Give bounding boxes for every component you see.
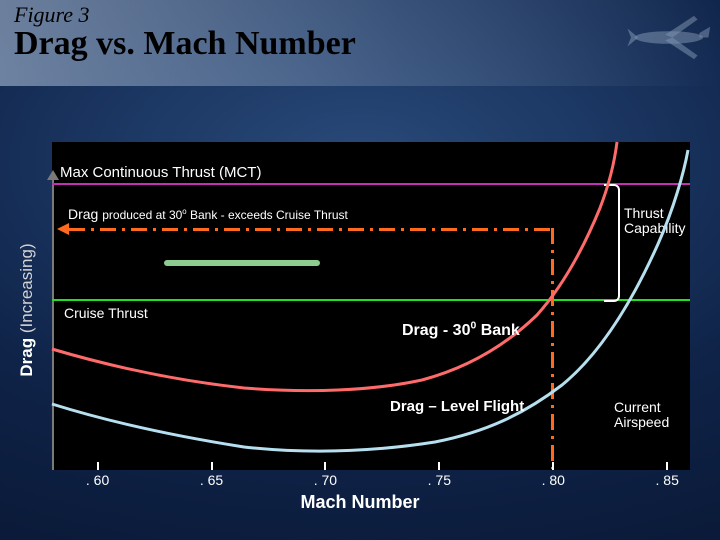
current-airspeed-line xyxy=(551,228,554,469)
figure-label: Figure 3 xyxy=(14,4,708,26)
chart-area: Max Continuous Thrust (MCT) Drag produce… xyxy=(52,142,690,470)
x-tick-label: . 60 xyxy=(86,472,109,488)
slide-title: Drag vs. Mach Number xyxy=(14,26,708,62)
x-tick-mark xyxy=(211,462,213,470)
y-axis-arrow-icon xyxy=(47,170,59,180)
current-airspeed-label: CurrentAirspeed xyxy=(614,400,669,429)
mct-label: Max Continuous Thrust (MCT) xyxy=(60,164,261,181)
x-axis-label: Mach Number xyxy=(0,492,720,513)
drag30-horiz-label: Drag produced at 30o Bank - exceeds Crui… xyxy=(68,206,348,222)
y-axis-label-bold: Drag xyxy=(17,338,36,377)
x-tick-label: . 85 xyxy=(656,472,679,488)
x-tick-mark xyxy=(324,462,326,470)
x-tick-mark xyxy=(97,462,99,470)
y-axis-line xyxy=(52,178,54,470)
x-tick-mark xyxy=(552,462,554,470)
arrow-left-icon xyxy=(57,223,69,235)
curve-30-bank-label: Drag - 300 Bank xyxy=(402,322,520,340)
title-band: Figure 3 Drag vs. Mach Number xyxy=(0,0,720,86)
thrust-bracket-icon xyxy=(604,184,620,302)
y-axis-label: Drag (Increasing) xyxy=(8,170,46,450)
curve-level-flight-label: Drag – Level Flight xyxy=(390,398,524,415)
x-tick-mark xyxy=(666,462,668,470)
x-tick-label: . 70 xyxy=(314,472,337,488)
cruise-thrust-label: Cruise Thrust xyxy=(64,305,148,321)
thrust-capability-label: ThrustCapability xyxy=(624,206,685,235)
y-axis-label-rest: (Increasing) xyxy=(17,243,36,337)
drag30-horiz-line xyxy=(69,228,552,231)
x-tick-label: . 75 xyxy=(428,472,451,488)
pastel-band xyxy=(164,260,320,266)
slide-root: Figure 3 Drag vs. Mach Number Drag (Incr… xyxy=(0,0,720,540)
x-tick-mark xyxy=(438,462,440,470)
cruise-thrust-line xyxy=(52,299,690,301)
mct-line xyxy=(52,183,690,185)
x-tick-label: . 80 xyxy=(542,472,565,488)
x-tick-label: . 65 xyxy=(200,472,223,488)
